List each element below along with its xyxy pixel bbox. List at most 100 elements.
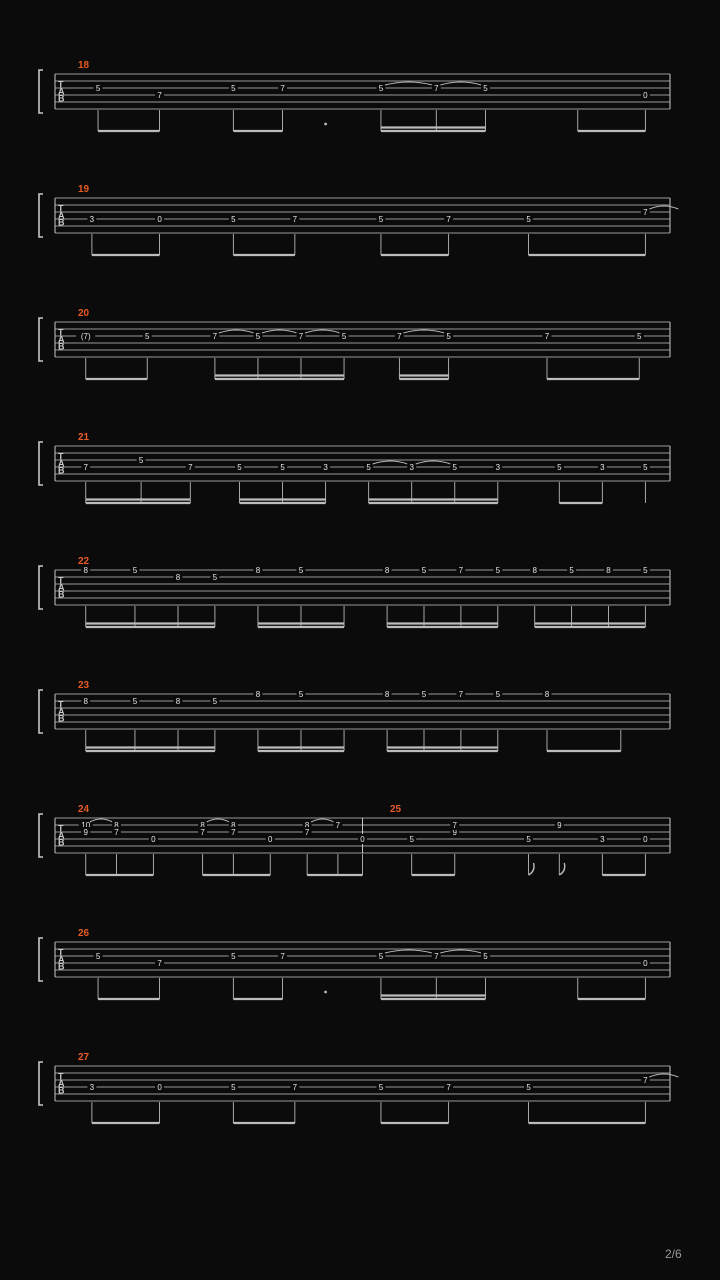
svg-text:3: 3 <box>90 215 95 224</box>
svg-text:7: 7 <box>446 1083 451 1092</box>
svg-text:5: 5 <box>496 566 501 575</box>
svg-text:8: 8 <box>385 690 390 699</box>
svg-text:9: 9 <box>557 821 562 830</box>
svg-text:5: 5 <box>526 1083 531 1092</box>
svg-text:5: 5 <box>231 1083 236 1092</box>
svg-text:5: 5 <box>231 215 236 224</box>
svg-text:5: 5 <box>213 697 218 706</box>
svg-text:7: 7 <box>280 84 285 93</box>
svg-text:5: 5 <box>379 1083 384 1092</box>
svg-text:7: 7 <box>84 463 89 472</box>
svg-text:0: 0 <box>360 835 365 844</box>
svg-text:7: 7 <box>305 828 310 837</box>
svg-text:5: 5 <box>643 566 648 575</box>
svg-text:5: 5 <box>133 566 138 575</box>
svg-text:5: 5 <box>409 835 414 844</box>
svg-text:5: 5 <box>422 566 427 575</box>
svg-text:5: 5 <box>213 573 218 582</box>
svg-text:7: 7 <box>643 1076 648 1085</box>
svg-text:5: 5 <box>496 690 501 699</box>
svg-text:5: 5 <box>299 566 304 575</box>
svg-text:7: 7 <box>453 821 458 830</box>
svg-text:8: 8 <box>532 566 537 575</box>
svg-text:7: 7 <box>446 215 451 224</box>
page-number: 2/6 <box>665 1247 682 1261</box>
svg-text:B: B <box>58 961 65 971</box>
svg-text:3: 3 <box>90 1083 95 1092</box>
svg-text:0: 0 <box>643 91 648 100</box>
svg-text:7: 7 <box>643 208 648 217</box>
svg-text:5: 5 <box>379 84 384 93</box>
svg-text:5: 5 <box>366 463 371 472</box>
svg-text:5: 5 <box>569 566 574 575</box>
svg-text:5: 5 <box>96 952 101 961</box>
svg-text:5: 5 <box>256 332 261 341</box>
svg-text:8: 8 <box>256 690 261 699</box>
svg-text:7: 7 <box>434 952 439 961</box>
svg-text:B: B <box>58 465 65 475</box>
svg-text:5: 5 <box>139 456 144 465</box>
svg-text:7: 7 <box>293 1083 298 1092</box>
svg-text:7: 7 <box>200 828 205 837</box>
svg-text:18: 18 <box>78 60 90 71</box>
svg-text:19: 19 <box>78 184 90 195</box>
svg-text:7: 7 <box>434 84 439 93</box>
svg-text:7: 7 <box>299 332 304 341</box>
svg-text:5: 5 <box>643 463 648 472</box>
svg-text:7: 7 <box>280 952 285 961</box>
svg-text:7: 7 <box>157 959 162 968</box>
svg-text:0: 0 <box>643 959 648 968</box>
svg-text:7: 7 <box>293 215 298 224</box>
tablature-page: TAB1857575750TAB1930575757TAB20(7)575757… <box>0 0 720 1280</box>
svg-text:5: 5 <box>133 697 138 706</box>
svg-text:B: B <box>58 837 65 847</box>
svg-text:5: 5 <box>483 952 488 961</box>
svg-text:5: 5 <box>526 835 531 844</box>
svg-text:27: 27 <box>78 1052 90 1063</box>
svg-text:8: 8 <box>385 566 390 575</box>
svg-text:5: 5 <box>526 215 531 224</box>
svg-text:5: 5 <box>379 215 384 224</box>
svg-text:8: 8 <box>84 566 89 575</box>
svg-text:8: 8 <box>176 697 181 706</box>
svg-text:0: 0 <box>151 835 156 844</box>
svg-text:7: 7 <box>157 91 162 100</box>
svg-text:7: 7 <box>459 690 464 699</box>
svg-text:7: 7 <box>114 828 119 837</box>
svg-text:7: 7 <box>459 566 464 575</box>
svg-text:B: B <box>58 341 65 351</box>
svg-text:5: 5 <box>96 84 101 93</box>
svg-text:3: 3 <box>409 463 414 472</box>
svg-text:(7): (7) <box>81 332 91 341</box>
svg-text:7: 7 <box>397 332 402 341</box>
svg-text:23: 23 <box>78 680 90 691</box>
svg-text:0: 0 <box>268 835 273 844</box>
svg-text:5: 5 <box>280 463 285 472</box>
svg-text:0: 0 <box>157 1083 162 1092</box>
svg-text:8: 8 <box>256 566 261 575</box>
svg-text:0: 0 <box>157 215 162 224</box>
svg-text:24: 24 <box>78 804 90 815</box>
svg-text:20: 20 <box>78 308 90 319</box>
svg-text:3: 3 <box>323 463 328 472</box>
svg-text:5: 5 <box>453 463 458 472</box>
svg-text:8: 8 <box>84 697 89 706</box>
svg-text:5: 5 <box>557 463 562 472</box>
svg-text:0: 0 <box>643 835 648 844</box>
svg-text:5: 5 <box>299 690 304 699</box>
svg-text:B: B <box>58 589 65 599</box>
svg-text:7: 7 <box>188 463 193 472</box>
svg-text:8: 8 <box>176 573 181 582</box>
svg-text:5: 5 <box>637 332 642 341</box>
svg-text:7: 7 <box>336 821 341 830</box>
svg-text:5: 5 <box>145 332 150 341</box>
svg-text:3: 3 <box>600 835 605 844</box>
svg-text:7: 7 <box>213 332 218 341</box>
svg-text:5: 5 <box>237 463 242 472</box>
svg-text:5: 5 <box>446 332 451 341</box>
svg-text:7: 7 <box>231 828 236 837</box>
svg-text:5: 5 <box>342 332 347 341</box>
svg-text:8: 8 <box>545 690 550 699</box>
svg-text:3: 3 <box>496 463 501 472</box>
svg-text:B: B <box>58 1085 65 1095</box>
